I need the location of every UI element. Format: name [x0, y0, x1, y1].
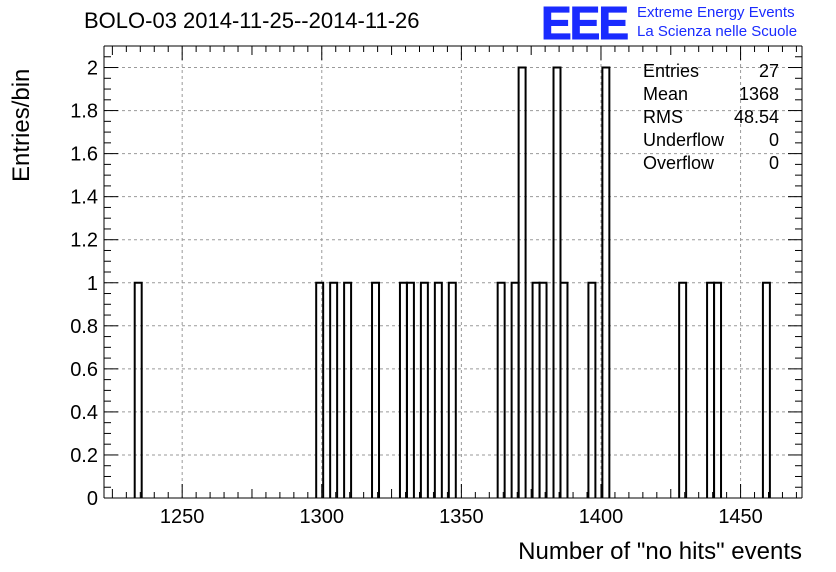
y-tick-label: 1 — [87, 273, 98, 295]
y-tick-label: 0.2 — [70, 445, 98, 467]
histogram-bin — [706, 281, 716, 498]
histogram-bin — [371, 281, 381, 498]
stat-row-overflow: Overflow 0 — [643, 152, 779, 175]
stat-value: 48.54 — [733, 107, 779, 127]
histogram-bin — [587, 281, 597, 498]
histogram-bin — [315, 281, 325, 498]
x-tick-label: 1450 — [718, 506, 763, 528]
logo-caption: Extreme Energy Events La Scienza nelle S… — [637, 3, 797, 41]
y-tick-label: 1.6 — [70, 144, 98, 166]
x-tick-label: 1300 — [300, 506, 345, 528]
histogram-bin — [678, 281, 688, 498]
y-tick-label: 0.6 — [70, 359, 98, 381]
y-axis-label: Entries/bin — [8, 68, 35, 182]
y-tick-label: 2 — [87, 58, 98, 80]
histogram-bin — [713, 281, 723, 498]
stat-value: 0 — [768, 153, 779, 173]
stat-label: Mean — [643, 84, 689, 104]
histogram-bars — [133, 66, 771, 498]
logo-line-2: La Scienza nelle Scuole — [637, 23, 798, 40]
stat-row-underflow: Underflow 0 — [643, 129, 779, 152]
y-tick-label: 0 — [87, 488, 98, 510]
stat-row-rms: RMS 48.54 — [643, 106, 779, 129]
eee-logo: EEE — [540, 0, 629, 49]
histogram-bin — [133, 281, 143, 498]
stat-label: RMS — [643, 107, 683, 127]
histogram-bin — [398, 281, 408, 498]
histogram-bin — [531, 281, 541, 498]
y-tick-label: 1.2 — [70, 230, 98, 252]
x-tick-label: 1400 — [579, 506, 624, 528]
stat-label: Entries — [643, 61, 700, 81]
histogram-bin — [329, 281, 339, 498]
x-tick-label: 1250 — [160, 506, 205, 528]
histogram-bin — [343, 281, 353, 498]
stat-row-entries: Entries 27 — [643, 60, 779, 83]
histogram-bin — [447, 281, 457, 498]
chart-title: BOLO-03 2014-11-25--2014-11-26 — [84, 8, 420, 33]
stats-box: Entries 27 Mean 1368 RMS 48.54 Underflow… — [643, 60, 779, 175]
stat-label: Underflow — [643, 130, 725, 150]
x-tick-label: 1350 — [439, 506, 484, 528]
y-tick-label: 0.4 — [70, 402, 98, 424]
histogram-bin — [405, 281, 415, 498]
stat-label: Overflow — [643, 153, 715, 173]
histogram-bin — [517, 66, 527, 498]
logo-line-1: Extreme Energy Events — [637, 4, 795, 21]
histogram-bin — [496, 281, 506, 498]
histogram-bin — [538, 281, 548, 498]
histogram-bin — [510, 281, 520, 498]
histogram-bin — [419, 281, 429, 498]
axes: 1250 1300 1350 1400 1450 0 0.2 0.4 0.6 0.8 1 1.2 1.4… — [70, 45, 803, 528]
y-tick-label: 1.8 — [70, 101, 98, 123]
stat-value: 27 — [758, 61, 779, 81]
grid-lines — [104, 46, 802, 499]
x-axis-label: Number of "no hits" events — [518, 538, 802, 565]
histogram-bin — [433, 281, 443, 498]
histogram-bin — [761, 281, 771, 498]
y-tick-label: 0.8 — [70, 316, 98, 338]
stat-value: 0 — [768, 130, 779, 150]
stat-value: 1368 — [738, 84, 779, 104]
histogram-bin — [601, 66, 611, 498]
histogram-bin — [559, 281, 569, 498]
stat-row-mean: Mean 1368 — [643, 83, 779, 106]
y-tick-label: 1.4 — [70, 187, 98, 209]
